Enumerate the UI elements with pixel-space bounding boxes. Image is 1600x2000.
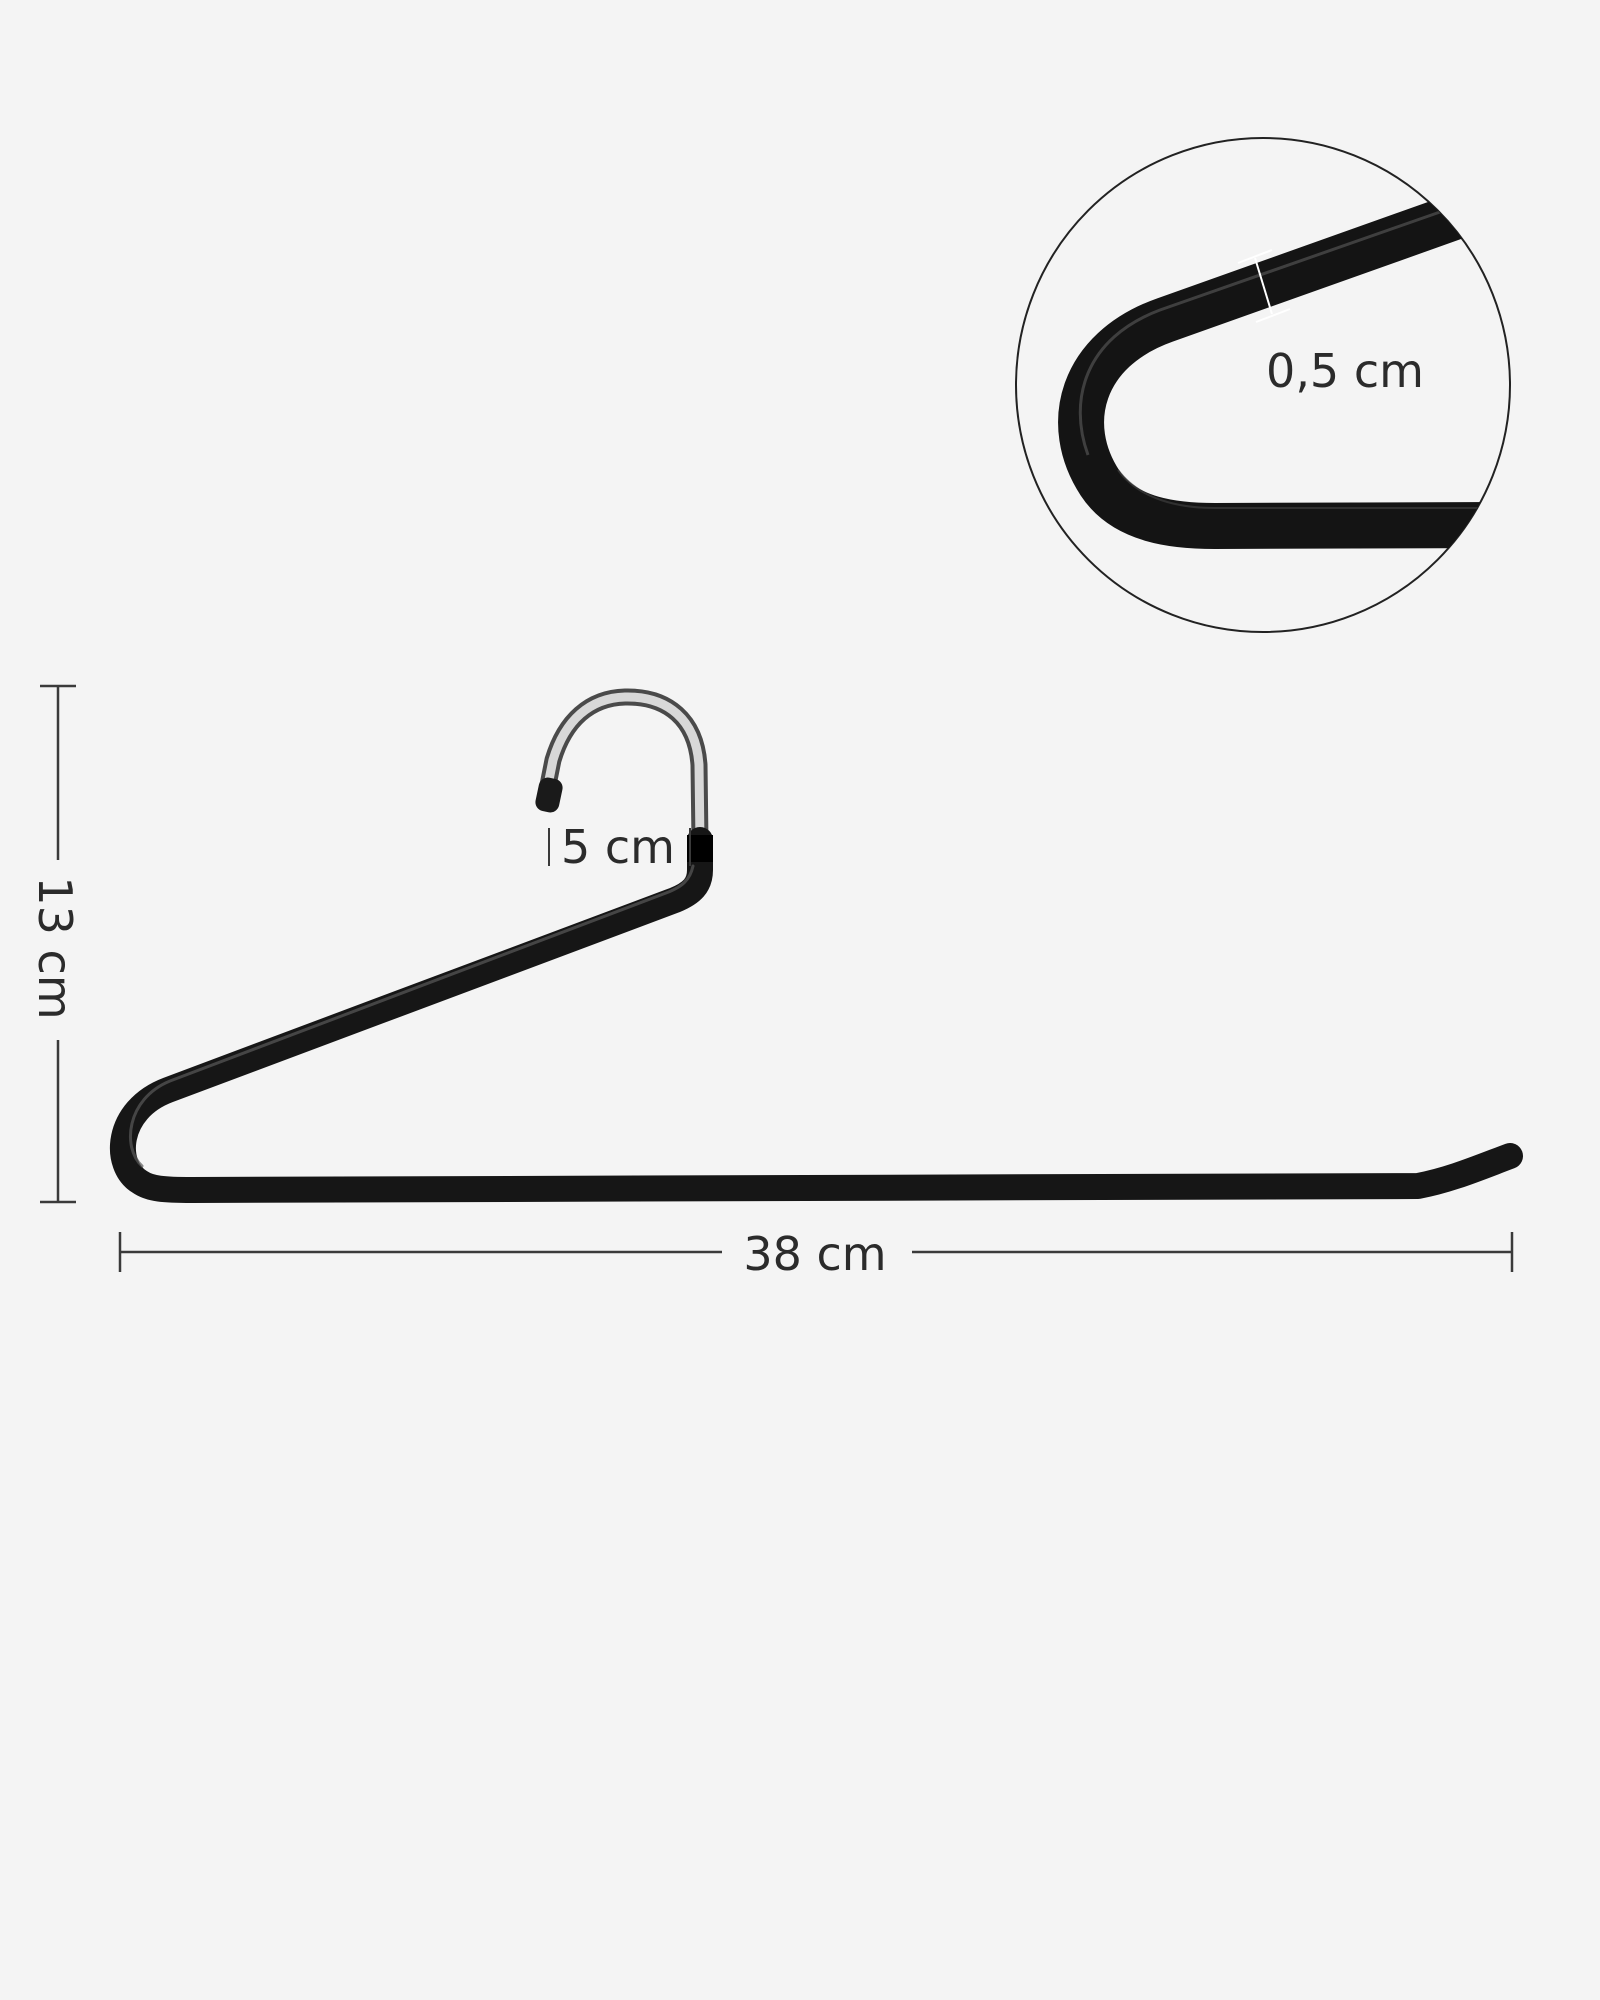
width-label: 38 cm bbox=[743, 1227, 886, 1281]
hanger-body bbox=[123, 840, 1510, 1190]
hanger bbox=[123, 697, 1510, 1190]
detail-magnifier: 0,5 cm bbox=[1016, 138, 1510, 632]
hook-label: 5 cm bbox=[561, 820, 675, 874]
hook-tip bbox=[534, 776, 565, 814]
hook-dimension: 5 cm bbox=[549, 820, 690, 874]
width-dimension: 38 cm bbox=[120, 1227, 1512, 1281]
height-dimension: 13 cm bbox=[28, 686, 82, 1202]
height-label: 13 cm bbox=[28, 876, 82, 1019]
thickness-label: 0,5 cm bbox=[1266, 344, 1424, 398]
